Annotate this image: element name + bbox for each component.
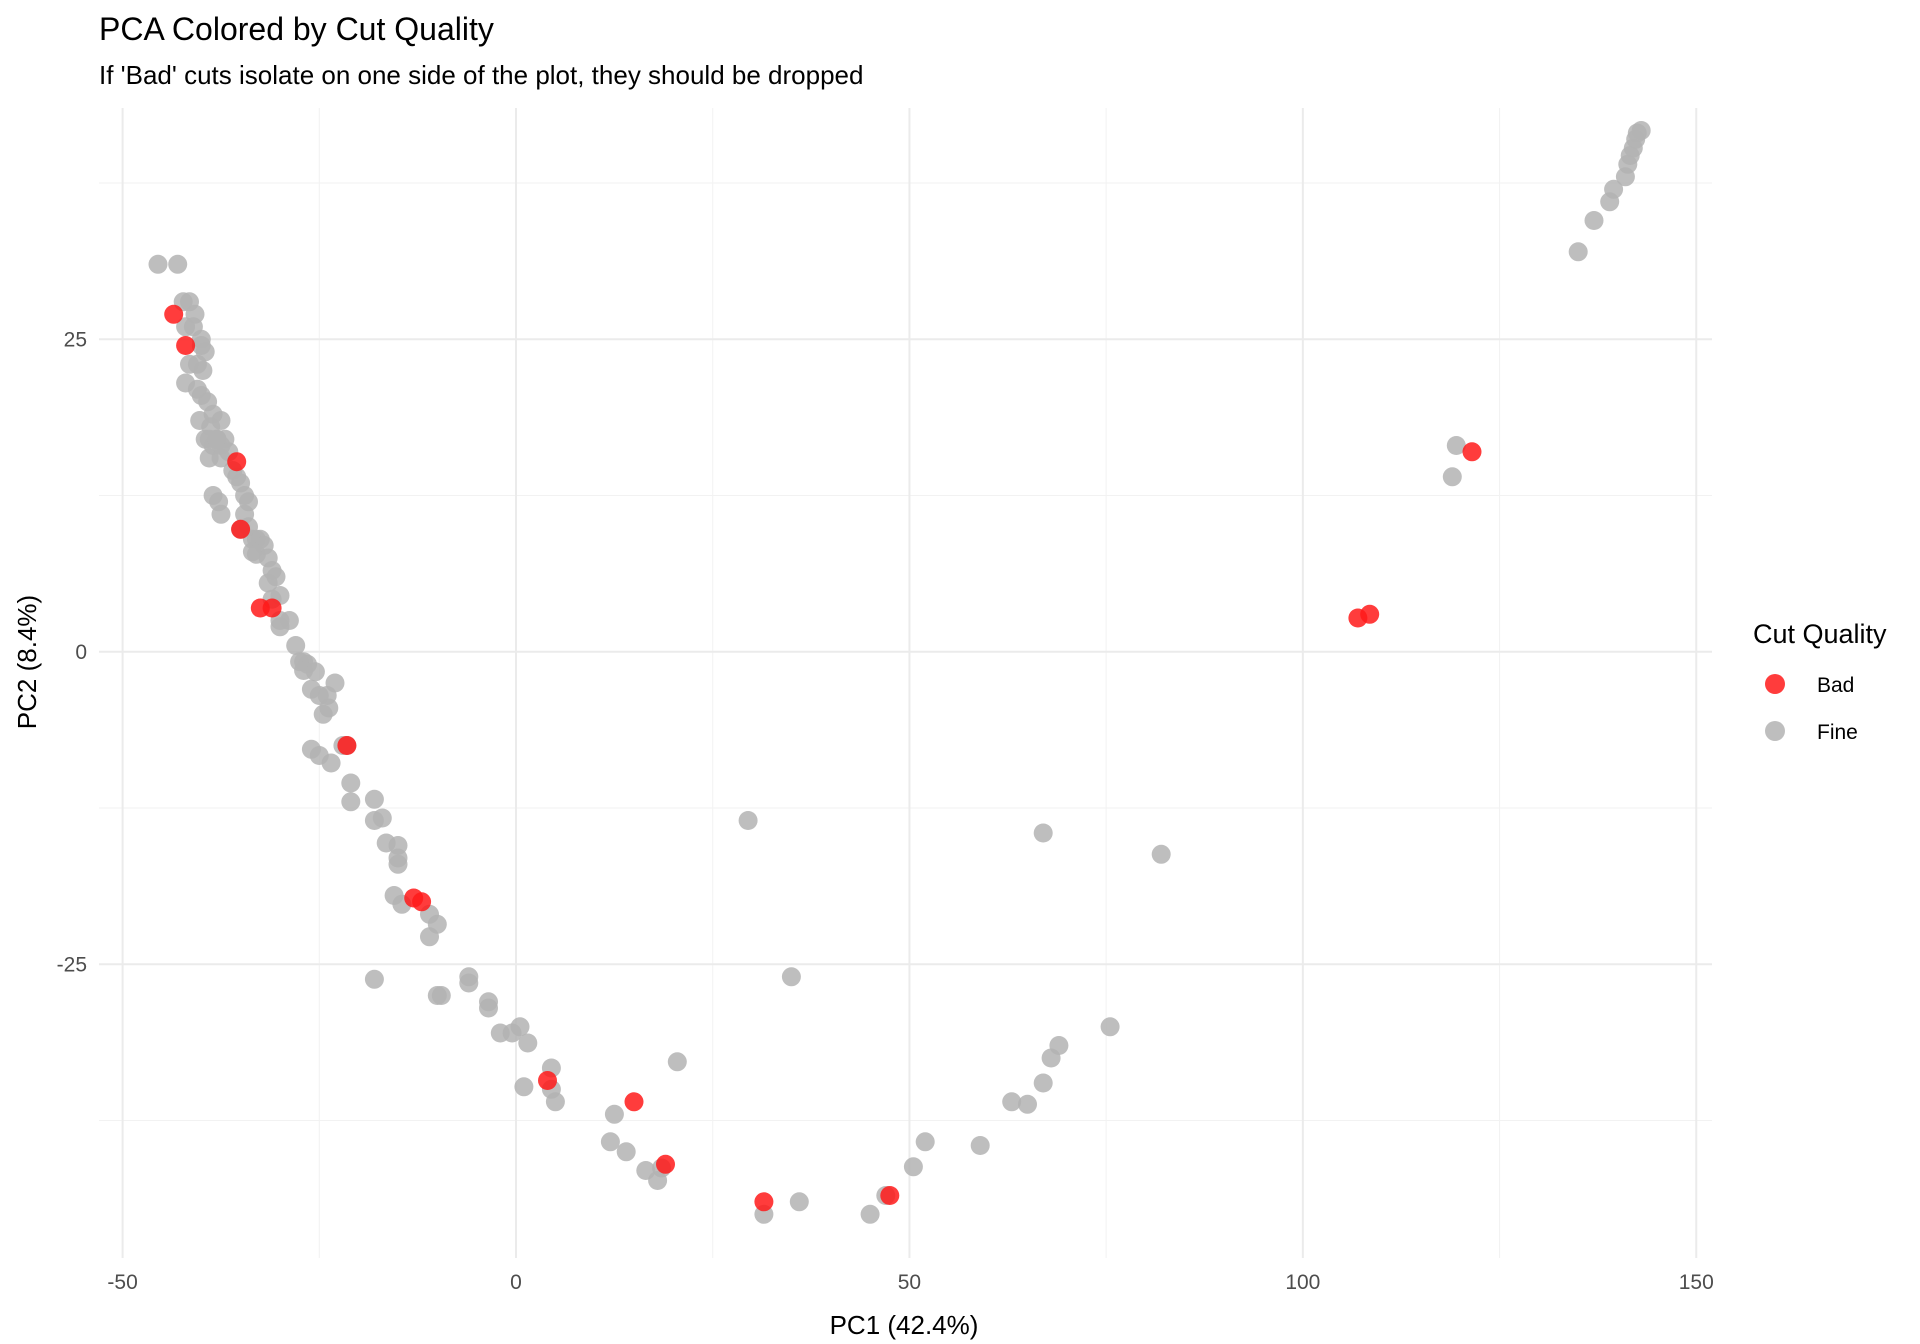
- x-tick-label: 50: [898, 1271, 921, 1294]
- point-fine: [1442, 467, 1462, 487]
- point-fine: [604, 1104, 624, 1124]
- point-fine: [321, 753, 341, 773]
- point-fine: [341, 792, 361, 812]
- point-fine: [1033, 1073, 1053, 1093]
- point-bad: [262, 598, 282, 618]
- x-tick-label: 0: [510, 1271, 522, 1294]
- point-bad: [337, 736, 357, 755]
- point-fine: [270, 617, 290, 637]
- point-fine: [1049, 1036, 1069, 1055]
- point-fine: [781, 967, 801, 987]
- point-bad: [1462, 442, 1482, 462]
- point-fine: [341, 773, 361, 793]
- point-fine: [266, 567, 286, 587]
- point-fine: [510, 1017, 530, 1037]
- point-fine: [1002, 1092, 1022, 1112]
- point-fine: [313, 704, 333, 724]
- point-fine: [168, 254, 188, 274]
- point-fine: [459, 973, 479, 993]
- point-fine: [1568, 242, 1588, 262]
- point-fine: [915, 1132, 935, 1152]
- point-fine: [616, 1142, 636, 1162]
- point-fine: [1604, 179, 1624, 199]
- point-bad: [656, 1154, 675, 1174]
- point-bad: [1360, 604, 1380, 624]
- point-fine: [514, 1077, 534, 1097]
- point-fine: [183, 317, 203, 337]
- point-fine: [518, 1033, 538, 1053]
- legend-key-bad: [1765, 674, 1785, 694]
- point-fine: [860, 1204, 880, 1224]
- point-fine: [1033, 823, 1053, 843]
- x-tick-label: -50: [107, 1271, 137, 1294]
- point-bad: [754, 1192, 774, 1212]
- point-fine: [364, 789, 384, 809]
- point-bad: [227, 452, 247, 472]
- point-fine: [427, 986, 447, 1005]
- point-fine: [1100, 1017, 1120, 1037]
- point-fine: [789, 1192, 809, 1212]
- point-fine: [545, 1092, 565, 1112]
- point-fine: [1446, 436, 1466, 455]
- legend-label-bad: Bad: [1817, 674, 1854, 697]
- point-fine: [738, 811, 758, 830]
- x-tick-label: 150: [1679, 1271, 1714, 1294]
- point-bad: [412, 892, 432, 912]
- point-fine: [1631, 121, 1651, 140]
- point-fine: [667, 1052, 687, 1072]
- y-tick-label: 0: [75, 641, 87, 664]
- x-axis-title: PC1 (42.4%): [830, 1310, 979, 1340]
- point-fine: [207, 429, 227, 449]
- point-fine: [600, 1132, 620, 1152]
- y-tick-label: -25: [57, 953, 87, 976]
- point-fine: [388, 854, 408, 874]
- point-fine: [148, 254, 168, 274]
- point-fine: [305, 662, 325, 682]
- chart-subtitle: If 'Bad' cuts isolate on one side of the…: [99, 60, 863, 90]
- y-axis-title: PC2 (8.4%): [12, 595, 42, 729]
- point-fine: [420, 927, 439, 947]
- point-bad: [176, 336, 196, 355]
- legend-label-fine: Fine: [1817, 721, 1858, 744]
- point-bad: [231, 519, 251, 539]
- point-fine: [1018, 1094, 1037, 1114]
- point-fine: [286, 636, 306, 655]
- legend-title: Cut Quality: [1753, 619, 1887, 649]
- point-fine: [325, 673, 345, 693]
- point-bad: [164, 304, 184, 324]
- legend-key-fine: [1765, 721, 1785, 741]
- point-fine: [1584, 211, 1604, 230]
- axis-tick-labels: -50 0 50 100 150 -25 0 25: [57, 328, 1714, 1294]
- point-fine: [1151, 844, 1171, 864]
- point-fine: [193, 361, 213, 380]
- point-fine: [364, 969, 384, 989]
- point-fine: [903, 1157, 923, 1177]
- plot-grid: [99, 108, 1712, 1258]
- y-tick-label: 25: [64, 328, 87, 351]
- x-tick-label: 100: [1285, 1271, 1320, 1294]
- point-fine: [211, 504, 231, 524]
- chart-title: PCA Colored by Cut Quality: [99, 11, 494, 47]
- point-fine: [479, 998, 498, 1018]
- point-bad: [880, 1186, 900, 1205]
- point-fine: [372, 808, 392, 828]
- point-bad: [538, 1071, 557, 1090]
- point-fine: [970, 1136, 990, 1155]
- legend: Cut Quality Bad Fine: [1753, 619, 1887, 744]
- point-bad: [624, 1092, 644, 1112]
- data-points: [148, 121, 1651, 1224]
